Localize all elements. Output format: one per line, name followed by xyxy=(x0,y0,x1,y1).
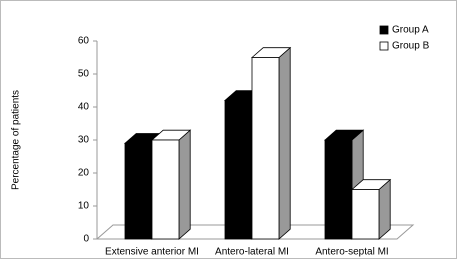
y-tick-label: 10 xyxy=(78,201,90,212)
y-tick-label: 0 xyxy=(83,234,89,245)
legend-swatch xyxy=(379,25,389,35)
legend-swatch xyxy=(379,41,389,51)
y-axis-label: Percentage of patients xyxy=(11,90,22,190)
y-tick-label: 20 xyxy=(78,168,90,179)
y-tick-label: 50 xyxy=(78,69,90,80)
legend-label: Group B xyxy=(392,41,430,52)
y-tick-label: 30 xyxy=(78,135,90,146)
bar xyxy=(224,100,253,240)
bar xyxy=(351,189,380,240)
bar xyxy=(124,142,153,240)
bar-side xyxy=(378,178,391,240)
y-tick-label: 40 xyxy=(78,102,90,113)
bar-side xyxy=(278,46,291,240)
x-tick-label: Extensive anterior MI xyxy=(105,247,199,258)
x-tick-label: Antero-lateral MI xyxy=(215,247,289,258)
bar xyxy=(251,57,280,240)
y-tick-label: 60 xyxy=(78,36,90,47)
x-tick-label: Antero-septal MI xyxy=(315,247,388,258)
bar-side xyxy=(178,129,191,240)
legend-label: Group A xyxy=(392,25,429,36)
bar xyxy=(324,139,353,240)
bar xyxy=(151,139,180,240)
